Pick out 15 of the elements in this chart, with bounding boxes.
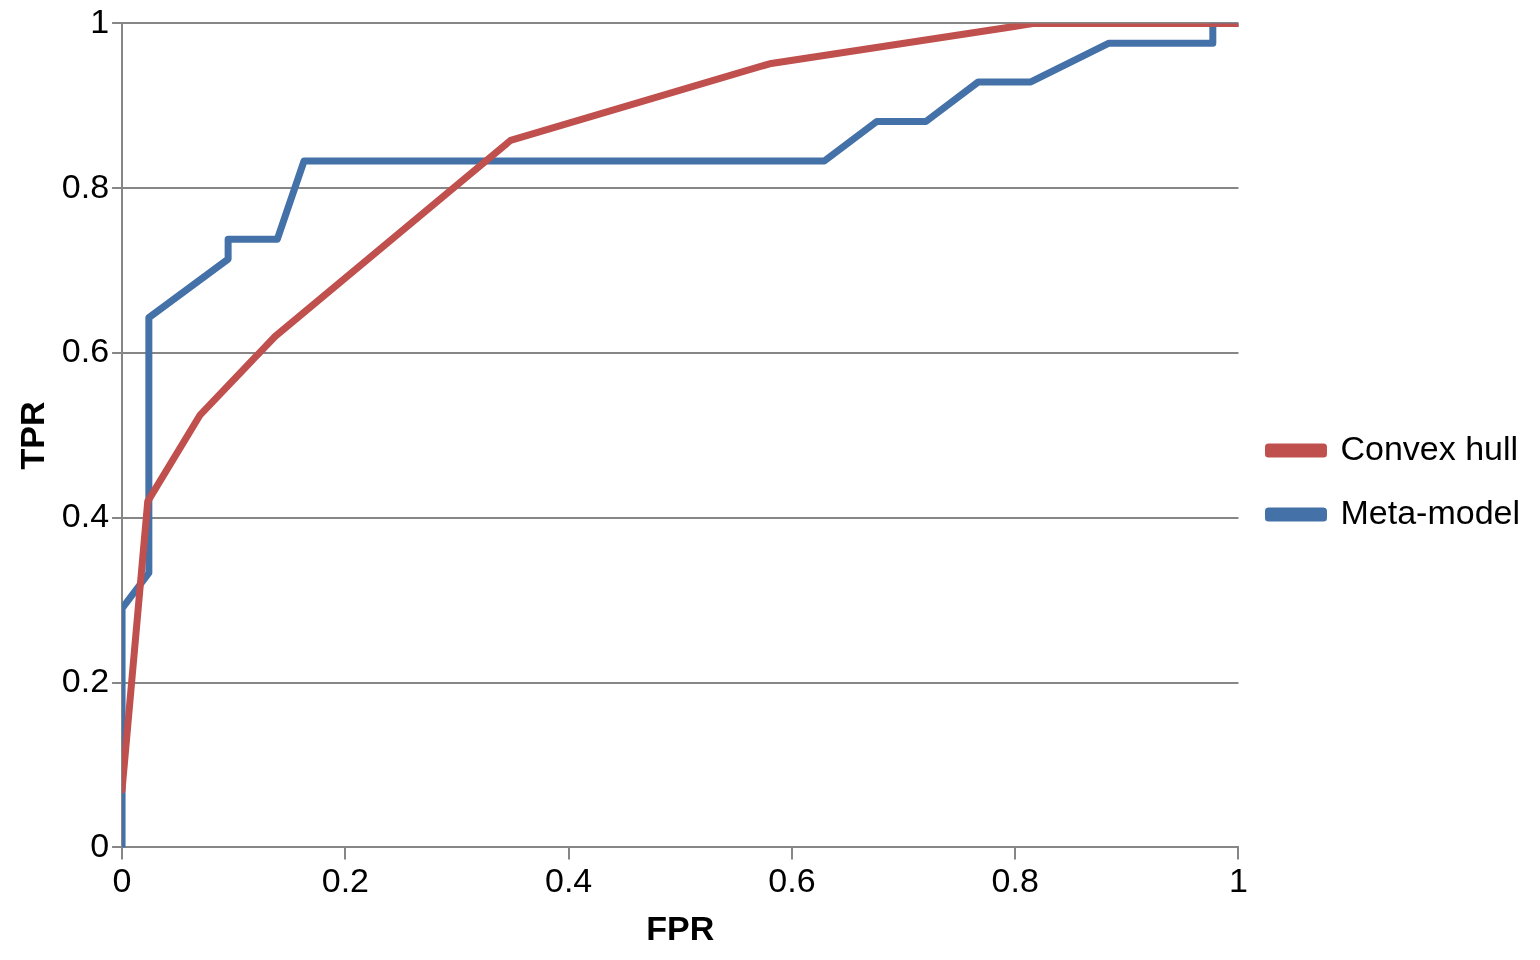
x-tick-label: 0.2	[321, 861, 369, 900]
y-tick-label: 0	[90, 825, 110, 864]
y-tick-label: 0.4	[61, 496, 110, 535]
y-tick-label: 0.6	[61, 331, 110, 370]
y-tick-label: 0.8	[61, 166, 110, 205]
y-axis-title: TPR	[12, 401, 51, 470]
y-tick-label: 0.2	[61, 660, 110, 699]
x-tick-label: 1	[1229, 861, 1248, 900]
legend-label: Convex hull	[1340, 428, 1519, 467]
x-tick-label: 0.6	[768, 861, 816, 900]
legend-label: Meta-model	[1340, 492, 1520, 531]
x-tick-label: 0.8	[991, 861, 1039, 900]
x-tick-label: 0.4	[545, 861, 593, 900]
y-tick-label: 1	[90, 1, 110, 40]
x-axis-title: FPR	[646, 908, 715, 947]
